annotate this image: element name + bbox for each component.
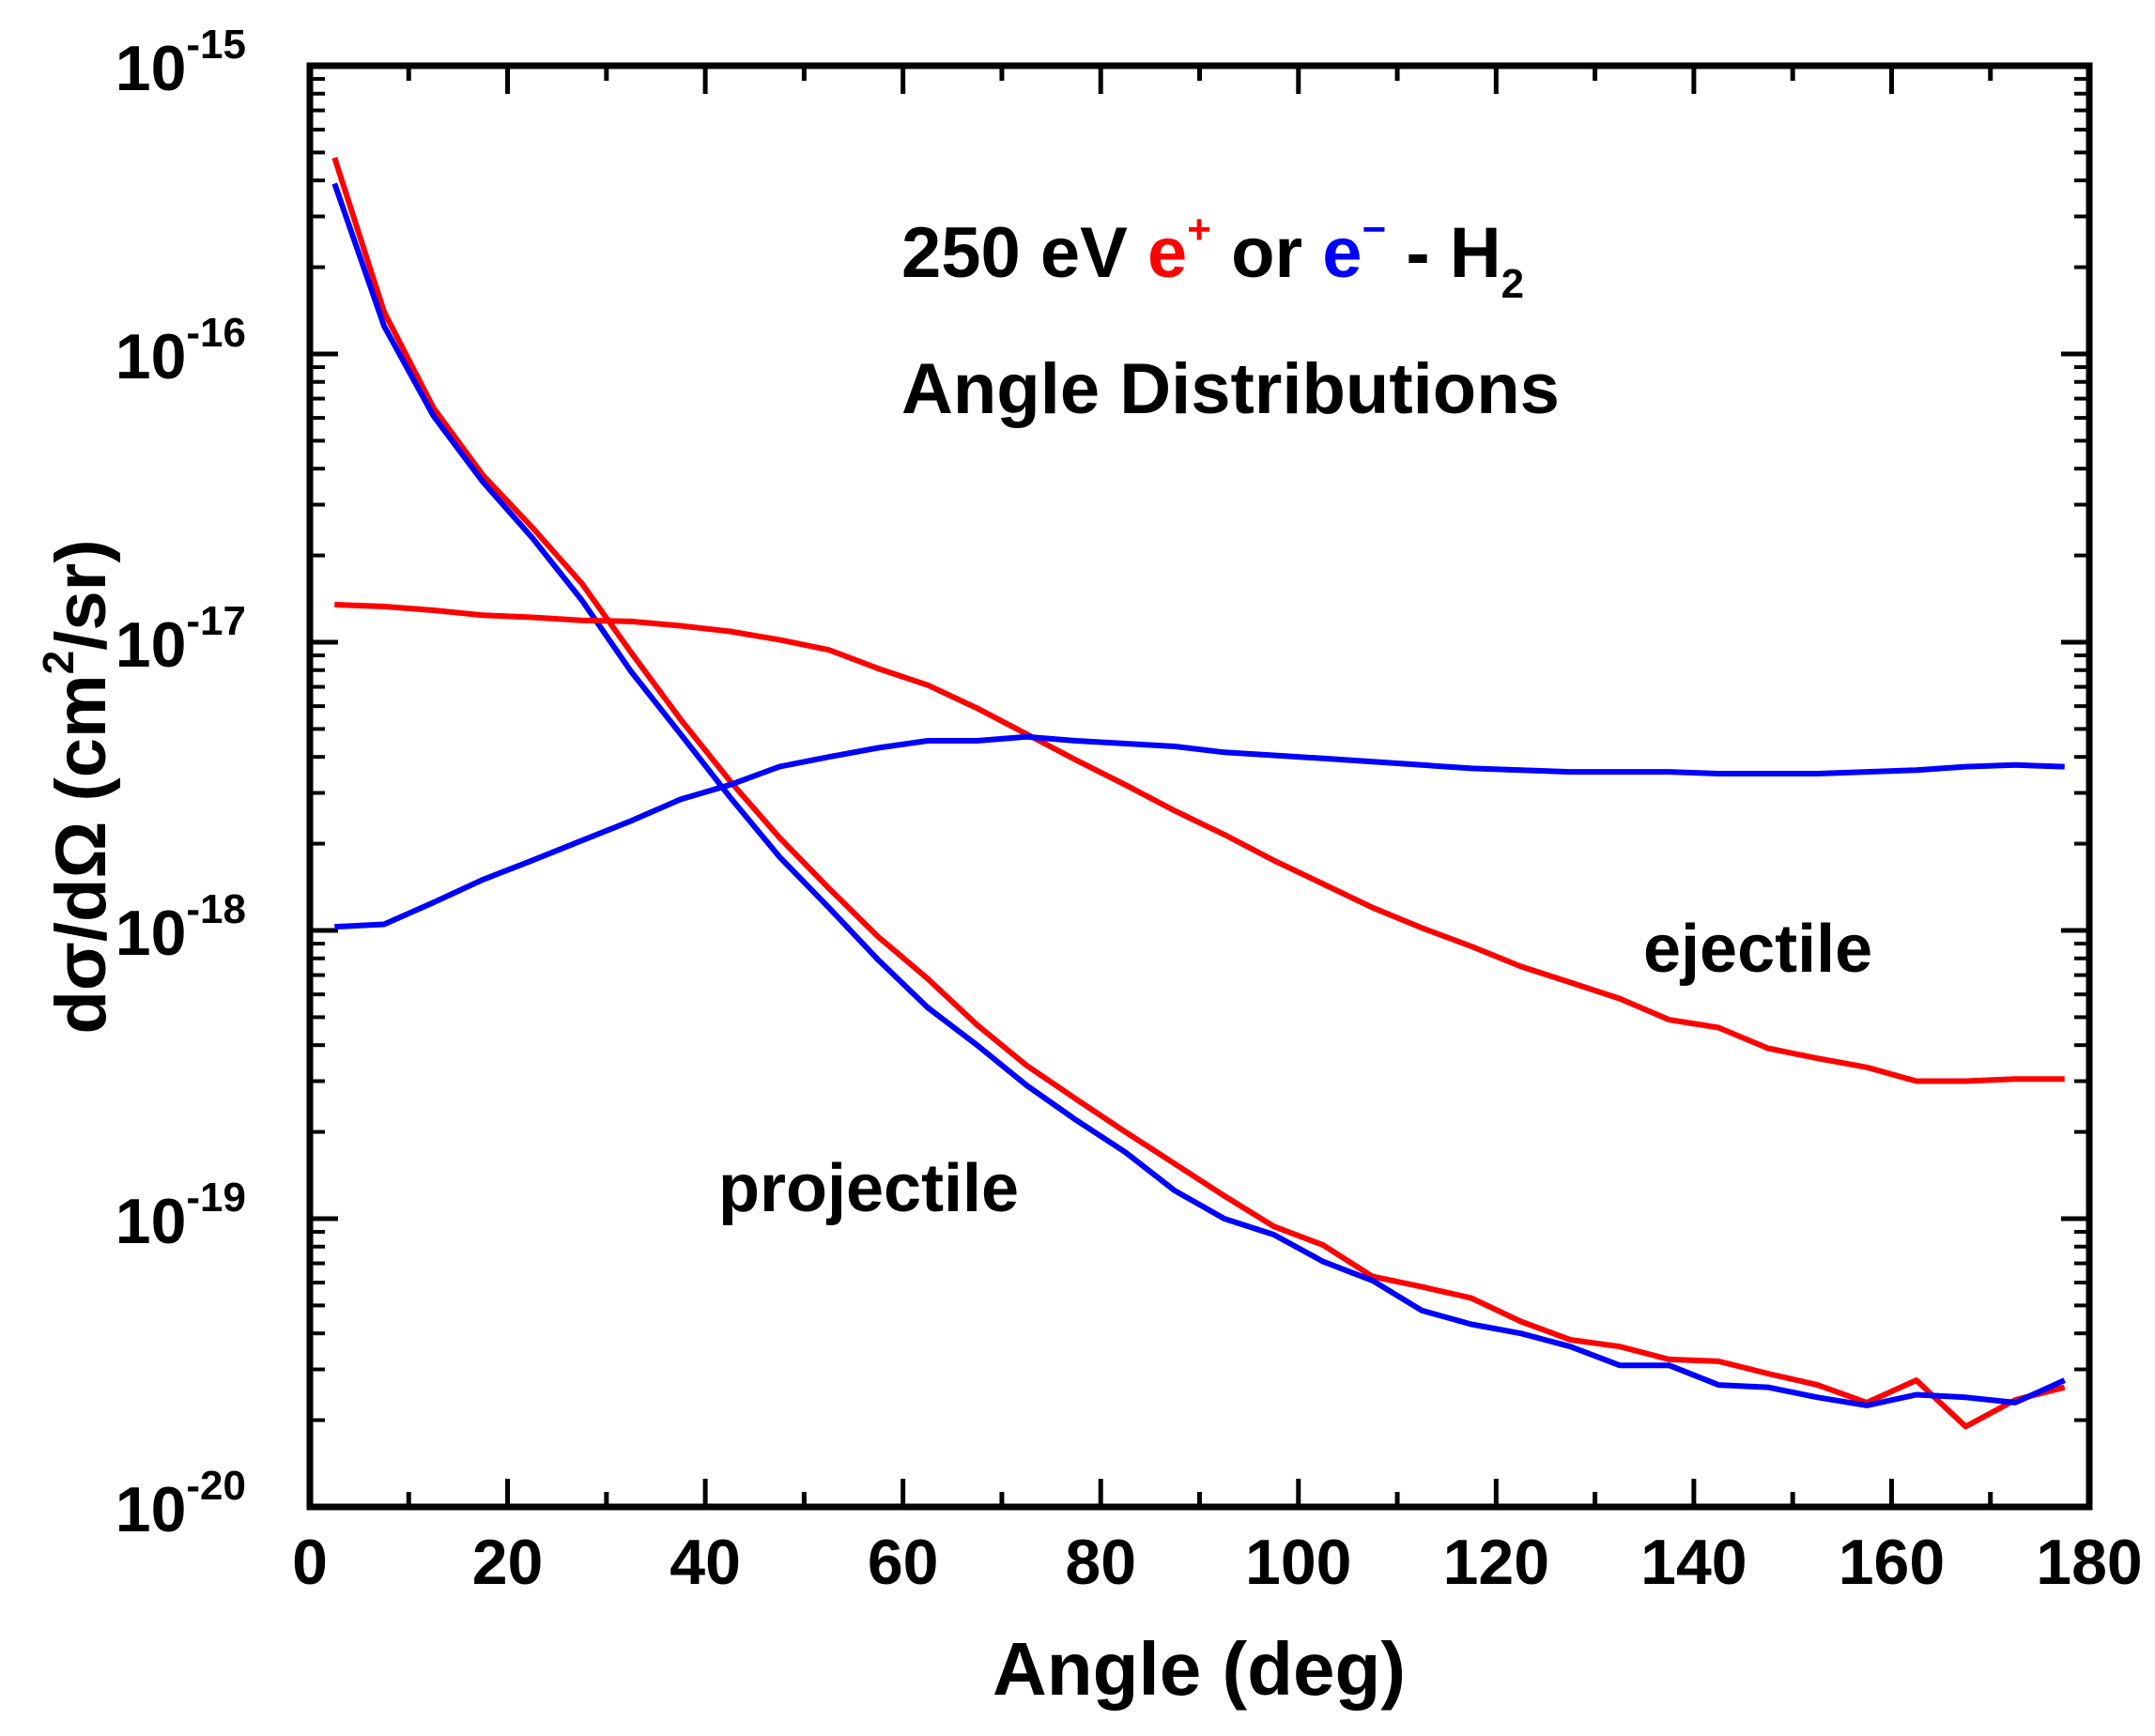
positron-sup: + bbox=[1187, 207, 1211, 253]
y-axis-label: dσ/dΩ (cm2/sr) bbox=[34, 539, 121, 1034]
projectile-positron-line bbox=[331, 156, 2066, 1430]
ejectile-electron-line bbox=[334, 733, 2065, 930]
ejectile-positron-line bbox=[334, 602, 2065, 1084]
data-series bbox=[331, 156, 2066, 1430]
x-tick-label: 20 bbox=[472, 1527, 544, 1598]
x-tick-label: 180 bbox=[2036, 1527, 2142, 1598]
x-tick-label: 80 bbox=[1065, 1527, 1136, 1598]
y-tick-label: 10-19 bbox=[115, 1175, 246, 1257]
y-tick-label: 10-15 bbox=[115, 22, 246, 104]
y-tick-label: 10-20 bbox=[115, 1463, 246, 1545]
projectile-electron-line bbox=[331, 182, 2066, 1408]
x-tick-label: 60 bbox=[868, 1527, 939, 1598]
x-tick-label: 40 bbox=[670, 1527, 741, 1598]
x-tick-label: 120 bbox=[1443, 1527, 1549, 1598]
y-tick-label: 10-16 bbox=[115, 310, 246, 392]
x-tick-label: 140 bbox=[1640, 1527, 1747, 1598]
axis-ticks bbox=[307, 63, 2092, 1510]
axis-tick-labels: 0 20 40 60 80 100 120 140 160 180 10-20 10-19 10-18 1… bbox=[115, 22, 2143, 1598]
electron-sup: − bbox=[1362, 207, 1387, 253]
y-tick-label: 10-17 bbox=[115, 598, 246, 681]
x-tick-label: 0 bbox=[292, 1527, 328, 1598]
plot-frame bbox=[306, 62, 2093, 1511]
chart-title-line2: Angle Distributions bbox=[901, 349, 1560, 429]
annotation-ejectile: ejectile bbox=[1643, 912, 1872, 987]
positron-symbol: e bbox=[1147, 213, 1187, 293]
chart-title-line1: 250 eV e+ or e− - H2 bbox=[901, 207, 1524, 307]
y-tick-label: 10-18 bbox=[115, 886, 246, 969]
x-tick-label: 160 bbox=[1839, 1527, 1945, 1598]
x-tick-label: 100 bbox=[1245, 1527, 1351, 1598]
electron-symbol: e bbox=[1322, 213, 1362, 293]
x-axis-label: Angle (deg) bbox=[993, 1627, 1406, 1711]
h2-subscript: 2 bbox=[1501, 261, 1524, 307]
annotation-projectile: projectile bbox=[718, 1151, 1019, 1226]
